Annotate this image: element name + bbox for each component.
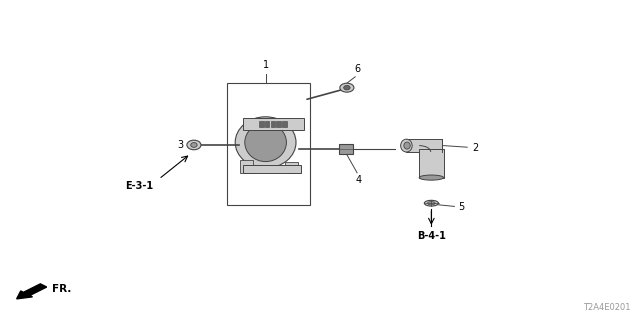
- Ellipse shape: [401, 139, 412, 152]
- Bar: [240, 160, 253, 173]
- Text: 5: 5: [458, 202, 465, 212]
- Bar: [259, 121, 264, 127]
- Ellipse shape: [340, 83, 354, 92]
- Text: 1: 1: [262, 60, 269, 70]
- Text: B-4-1: B-4-1: [417, 231, 446, 241]
- Ellipse shape: [428, 202, 435, 205]
- Bar: [243, 118, 304, 130]
- Text: 4: 4: [355, 175, 362, 185]
- Ellipse shape: [244, 123, 287, 162]
- Text: 3: 3: [177, 140, 184, 150]
- Bar: [406, 139, 442, 152]
- FancyArrow shape: [17, 284, 47, 299]
- Ellipse shape: [235, 117, 296, 168]
- Bar: [243, 165, 301, 173]
- Ellipse shape: [191, 142, 197, 147]
- Ellipse shape: [419, 175, 444, 180]
- Bar: [227, 83, 310, 205]
- Bar: [419, 149, 444, 178]
- Ellipse shape: [344, 85, 350, 90]
- Bar: [285, 162, 298, 173]
- Ellipse shape: [404, 142, 410, 149]
- Ellipse shape: [187, 140, 201, 150]
- Text: 6: 6: [354, 64, 360, 74]
- Text: 2: 2: [472, 143, 479, 153]
- Text: T2A4E0201: T2A4E0201: [583, 303, 630, 312]
- Bar: [282, 121, 287, 127]
- Bar: [265, 121, 269, 127]
- Text: FR.: FR.: [52, 284, 72, 294]
- Bar: [276, 121, 281, 127]
- Text: E-3-1: E-3-1: [125, 181, 154, 191]
- Bar: [339, 144, 353, 154]
- Ellipse shape: [424, 200, 438, 206]
- Bar: [271, 121, 275, 127]
